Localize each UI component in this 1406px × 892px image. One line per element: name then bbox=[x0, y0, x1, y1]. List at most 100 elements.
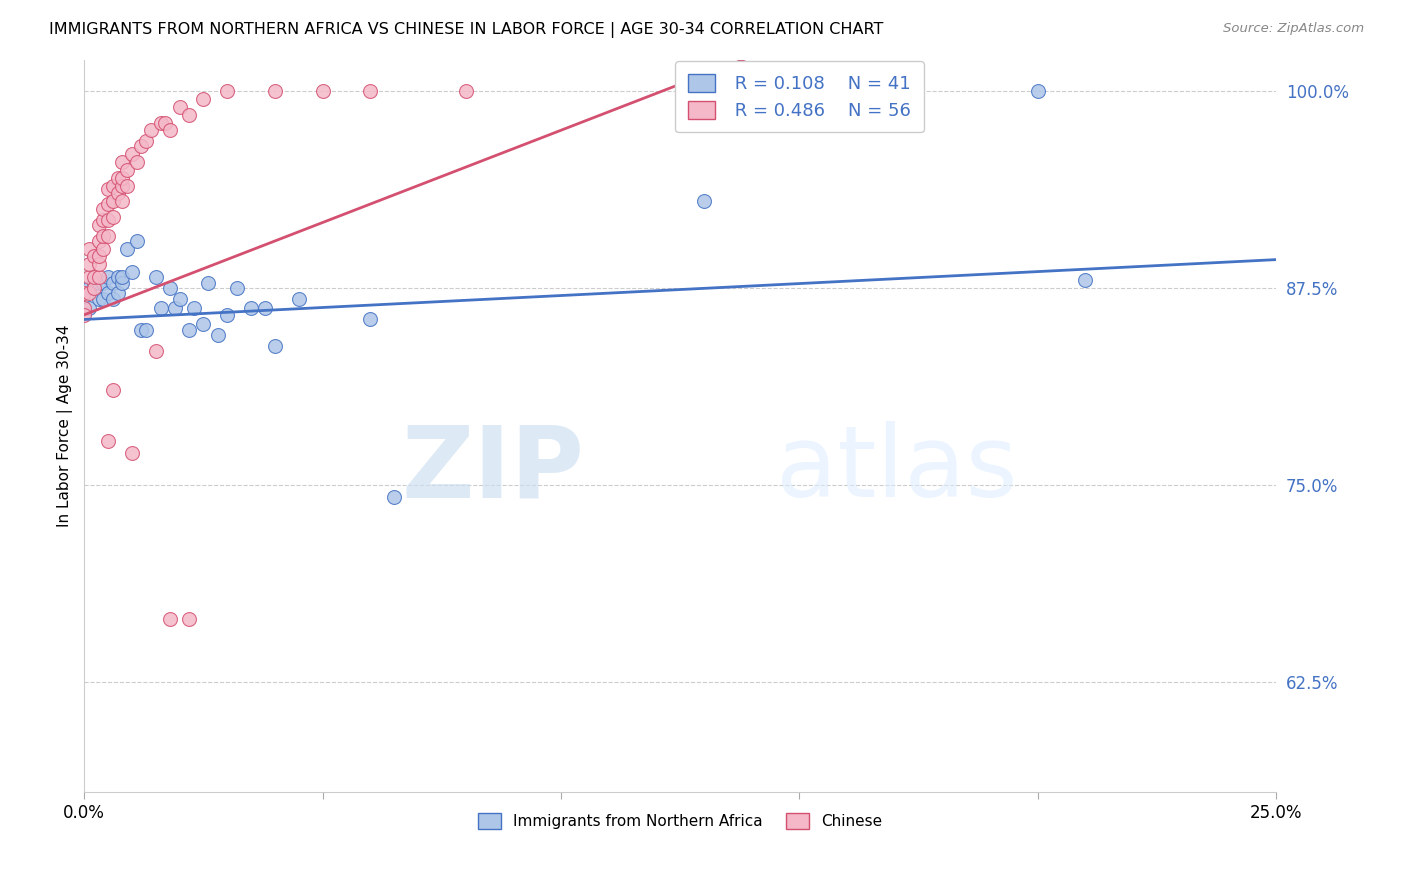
Point bbox=[169, 100, 191, 114]
Point bbox=[693, 194, 716, 209]
Point bbox=[115, 178, 138, 193]
Point bbox=[121, 446, 143, 460]
Text: Source: ZipAtlas.com: Source: ZipAtlas.com bbox=[1223, 22, 1364, 36]
Point bbox=[83, 281, 105, 295]
Point bbox=[111, 170, 134, 185]
Point bbox=[111, 269, 134, 284]
Point bbox=[87, 292, 110, 306]
Point bbox=[73, 301, 96, 316]
Point bbox=[77, 269, 100, 284]
Point bbox=[264, 84, 287, 98]
Point bbox=[107, 186, 129, 201]
Point bbox=[135, 324, 157, 338]
Point bbox=[73, 285, 96, 300]
Point bbox=[107, 269, 129, 284]
Point bbox=[155, 115, 177, 129]
Point bbox=[111, 194, 134, 209]
Point bbox=[97, 434, 120, 448]
Point bbox=[311, 84, 333, 98]
Point bbox=[93, 229, 115, 244]
Point bbox=[87, 257, 110, 271]
Point bbox=[179, 108, 201, 122]
Point bbox=[111, 155, 134, 169]
Point bbox=[107, 285, 129, 300]
Point bbox=[131, 139, 153, 153]
Point bbox=[240, 301, 263, 316]
Point bbox=[87, 218, 110, 232]
Point bbox=[207, 328, 229, 343]
Point bbox=[97, 269, 120, 284]
Point bbox=[97, 182, 120, 196]
Point bbox=[87, 250, 110, 264]
Point bbox=[93, 202, 115, 217]
Point bbox=[115, 242, 138, 256]
Point bbox=[93, 242, 115, 256]
Point bbox=[179, 324, 201, 338]
Point bbox=[121, 147, 143, 161]
Point bbox=[254, 301, 277, 316]
Point bbox=[288, 292, 311, 306]
Point bbox=[93, 277, 115, 291]
Point bbox=[193, 92, 215, 106]
Point bbox=[87, 234, 110, 248]
Point bbox=[97, 197, 120, 211]
Point bbox=[101, 178, 124, 193]
Point bbox=[135, 135, 157, 149]
Point bbox=[97, 285, 120, 300]
Point bbox=[93, 292, 115, 306]
Point bbox=[454, 84, 477, 98]
Point bbox=[1074, 273, 1097, 287]
Text: IMMIGRANTS FROM NORTHERN AFRICA VS CHINESE IN LABOR FORCE | AGE 30-34 CORRELATIO: IMMIGRANTS FROM NORTHERN AFRICA VS CHINE… bbox=[49, 22, 883, 38]
Point bbox=[163, 301, 186, 316]
Point bbox=[93, 213, 115, 227]
Point bbox=[111, 277, 134, 291]
Point bbox=[264, 339, 287, 353]
Point bbox=[73, 308, 96, 322]
Point bbox=[97, 213, 120, 227]
Point bbox=[101, 292, 124, 306]
Point bbox=[149, 301, 172, 316]
Point bbox=[193, 317, 215, 331]
Point bbox=[101, 277, 124, 291]
Point bbox=[159, 123, 181, 137]
Point bbox=[77, 257, 100, 271]
Point bbox=[107, 170, 129, 185]
Point bbox=[131, 324, 153, 338]
Point bbox=[83, 250, 105, 264]
Point bbox=[159, 281, 181, 295]
Point bbox=[179, 612, 201, 626]
Point bbox=[77, 301, 100, 316]
Point bbox=[149, 115, 172, 129]
Point bbox=[197, 277, 219, 291]
Y-axis label: In Labor Force | Age 30-34: In Labor Force | Age 30-34 bbox=[58, 325, 73, 527]
Point bbox=[77, 281, 100, 295]
Point bbox=[83, 277, 105, 291]
Point bbox=[87, 269, 110, 284]
Point bbox=[382, 491, 405, 505]
Point bbox=[101, 384, 124, 398]
Point bbox=[87, 277, 110, 291]
Point bbox=[121, 265, 143, 279]
Point bbox=[217, 308, 239, 322]
Point bbox=[145, 269, 167, 284]
Point bbox=[1026, 84, 1049, 98]
Point bbox=[169, 292, 191, 306]
Point bbox=[77, 285, 100, 300]
Point bbox=[139, 123, 162, 137]
Point bbox=[125, 155, 148, 169]
Point bbox=[125, 234, 148, 248]
Point bbox=[83, 269, 105, 284]
Point bbox=[101, 194, 124, 209]
Legend: Immigrants from Northern Africa, Chinese: Immigrants from Northern Africa, Chinese bbox=[472, 807, 889, 836]
Point bbox=[359, 312, 381, 326]
Text: atlas: atlas bbox=[776, 421, 1017, 518]
Text: ZIP: ZIP bbox=[402, 421, 585, 518]
Point bbox=[359, 84, 381, 98]
Point bbox=[183, 301, 205, 316]
Point bbox=[159, 612, 181, 626]
Point bbox=[225, 281, 247, 295]
Point bbox=[111, 178, 134, 193]
Point bbox=[115, 162, 138, 177]
Point bbox=[97, 229, 120, 244]
Point bbox=[101, 210, 124, 224]
